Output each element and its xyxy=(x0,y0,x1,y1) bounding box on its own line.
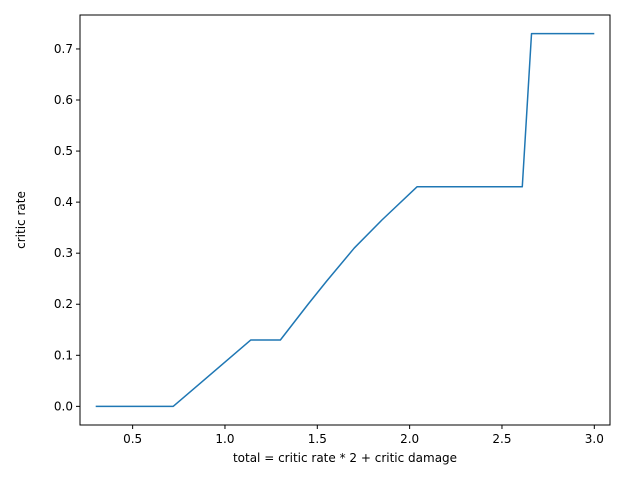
x-tick-label: 2.0 xyxy=(400,432,419,446)
y-tick-label: 0.4 xyxy=(54,195,73,209)
y-tick-label: 0.3 xyxy=(54,246,73,260)
y-tick-label: 0.0 xyxy=(54,399,73,413)
series-line xyxy=(95,32,595,408)
y-tick-label: 0.2 xyxy=(54,297,73,311)
x-tick-label: 2.5 xyxy=(492,432,511,446)
y-tick-label: 0.7 xyxy=(54,42,73,56)
x-tick-label: 1.5 xyxy=(308,432,327,446)
y-axis-label: critic rate xyxy=(14,191,28,249)
x-tick-label: 0.5 xyxy=(123,432,142,446)
x-tick-label: 3.0 xyxy=(585,432,604,446)
x-tick-label: 1.0 xyxy=(215,432,234,446)
y-axis-ticks: 0.0 0.1 0.2 0.3 0.4 0.5 0.6 0.7 xyxy=(54,42,80,413)
y-tick-label: 0.6 xyxy=(54,93,73,107)
series-layer xyxy=(95,32,595,408)
x-axis-label: total = critic rate * 2 + critic damage xyxy=(233,451,457,465)
y-tick-label: 0.5 xyxy=(54,144,73,158)
plot-frame xyxy=(79,14,611,426)
y-tick-label: 0.1 xyxy=(54,348,73,362)
x-axis-ticks: 0.5 1.0 1.5 2.0 2.5 3.0 xyxy=(123,425,604,446)
